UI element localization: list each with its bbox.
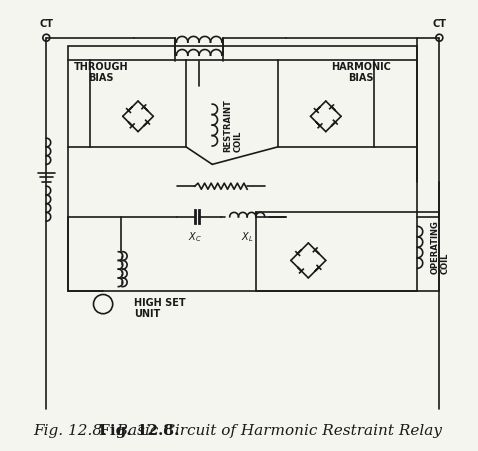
Text: CT: CT — [39, 19, 54, 29]
Text: RESTRAINT
COIL: RESTRAINT COIL — [223, 99, 242, 152]
Bar — [256, 212, 439, 291]
Text: $X_C$: $X_C$ — [188, 230, 202, 244]
Bar — [90, 60, 186, 147]
Text: OPERATING
COIL: OPERATING COIL — [431, 221, 450, 274]
Text: Fig. 12.8.  Basic Circuit of Harmonic Restraint Relay: Fig. 12.8. Basic Circuit of Harmonic Res… — [33, 424, 443, 438]
Text: $X_L$: $X_L$ — [241, 230, 253, 244]
Text: Fig. 12.8.: Fig. 12.8. — [99, 424, 179, 438]
Bar — [68, 46, 417, 291]
Text: CT: CT — [432, 19, 446, 29]
Text: THROUGH
BIAS: THROUGH BIAS — [74, 62, 128, 83]
Bar — [278, 60, 374, 147]
Text: HIGH SET
UNIT: HIGH SET UNIT — [134, 298, 185, 319]
Text: HARMONIC
BIAS: HARMONIC BIAS — [331, 62, 391, 83]
